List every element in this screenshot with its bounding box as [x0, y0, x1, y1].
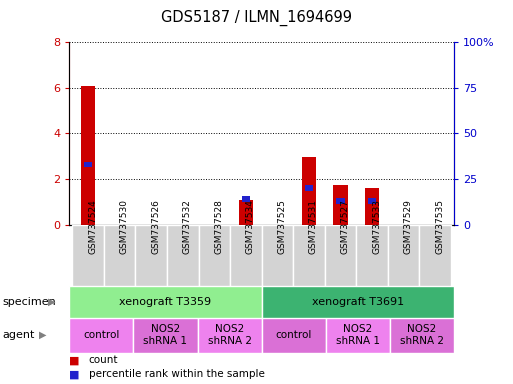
Bar	[230, 225, 262, 286]
Text: GSM737526: GSM737526	[151, 199, 160, 254]
Text: specimen: specimen	[3, 297, 56, 307]
Bar	[262, 286, 454, 318]
Text: control: control	[83, 330, 120, 340]
Bar	[325, 225, 356, 286]
Text: xenograft T3359: xenograft T3359	[120, 297, 211, 307]
Bar	[167, 225, 199, 286]
Bar	[198, 318, 262, 353]
Text: xenograft T3691: xenograft T3691	[312, 297, 404, 307]
Bar	[336, 198, 345, 204]
Bar	[356, 225, 388, 286]
Bar	[133, 318, 198, 353]
Text: GSM737529: GSM737529	[404, 199, 412, 254]
Text: GSM737535: GSM737535	[435, 199, 444, 254]
Bar	[365, 188, 379, 225]
Text: agent: agent	[3, 330, 35, 340]
Text: ■: ■	[69, 369, 80, 379]
Bar	[69, 286, 262, 318]
Bar	[419, 225, 451, 286]
Bar	[199, 225, 230, 286]
Bar	[262, 318, 326, 353]
Text: GSM737531: GSM737531	[309, 199, 318, 254]
Text: GSM737528: GSM737528	[214, 199, 223, 254]
Text: ▶: ▶	[48, 297, 55, 307]
Text: ▶: ▶	[38, 330, 46, 340]
Bar	[84, 162, 92, 167]
Bar	[326, 318, 390, 353]
Text: GSM737534: GSM737534	[246, 199, 255, 254]
Text: NOS2
shRNA 1: NOS2 shRNA 1	[144, 324, 187, 346]
Bar	[388, 225, 419, 286]
Text: count: count	[89, 355, 119, 365]
Bar	[242, 196, 250, 202]
Bar	[239, 200, 253, 225]
Text: ■: ■	[69, 355, 80, 365]
Bar	[302, 157, 316, 225]
Bar	[135, 225, 167, 286]
Text: NOS2
shRNA 2: NOS2 shRNA 2	[208, 324, 251, 346]
Bar	[72, 225, 104, 286]
Text: GSM737533: GSM737533	[372, 199, 381, 254]
Text: GSM737532: GSM737532	[183, 199, 192, 254]
Text: GSM737525: GSM737525	[278, 199, 286, 254]
Bar	[293, 225, 325, 286]
Bar	[368, 198, 376, 204]
Bar	[81, 86, 95, 225]
Text: NOS2
shRNA 2: NOS2 shRNA 2	[400, 324, 444, 346]
Text: percentile rank within the sample: percentile rank within the sample	[89, 369, 265, 379]
Text: control: control	[275, 330, 312, 340]
Text: GDS5187 / ILMN_1694699: GDS5187 / ILMN_1694699	[161, 10, 352, 26]
Bar	[390, 318, 454, 353]
Bar	[333, 185, 348, 225]
Text: GSM737524: GSM737524	[88, 199, 97, 254]
Bar	[262, 225, 293, 286]
Bar	[305, 185, 313, 191]
Bar	[104, 225, 135, 286]
Text: NOS2
shRNA 1: NOS2 shRNA 1	[336, 324, 380, 346]
Text: GSM737527: GSM737527	[341, 199, 349, 254]
Bar	[69, 318, 133, 353]
Text: GSM737530: GSM737530	[120, 199, 129, 254]
